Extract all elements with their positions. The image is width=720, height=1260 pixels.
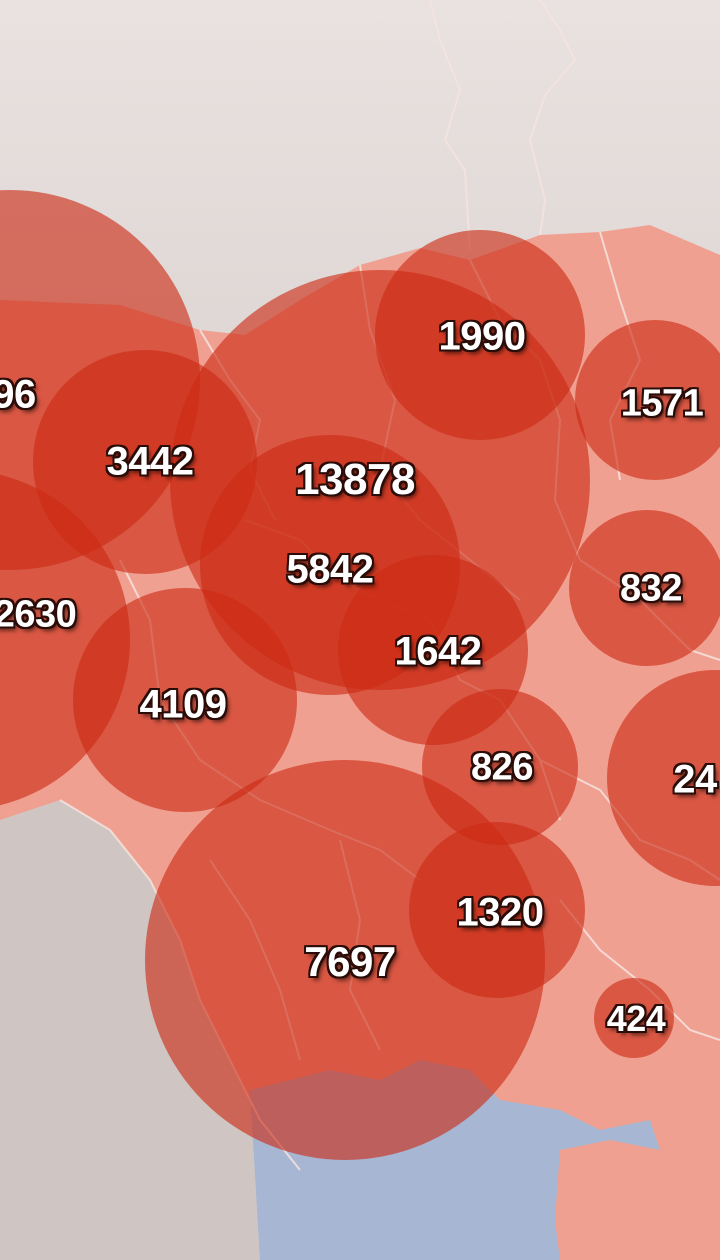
bubble-label-1990: 1990 [438, 314, 526, 359]
bubble-424 [594, 978, 674, 1058]
bubble-24 [607, 670, 720, 886]
bubble-label-1642: 1642 [394, 629, 482, 674]
crimea-land [555, 1140, 700, 1260]
bubble-832 [569, 510, 720, 666]
bubble-label-96: 96 [0, 372, 36, 417]
bubble-2630 [0, 474, 130, 806]
bubble-label-1320: 1320 [456, 890, 544, 935]
bubble-1571 [575, 320, 720, 480]
bubble-label-832: 832 [620, 567, 682, 610]
bubble-1990 [375, 230, 585, 440]
bubble-label-1571: 1571 [620, 382, 704, 425]
bubble-7697 [145, 760, 545, 1160]
bubble-label-424: 424 [606, 998, 666, 1039]
bubble-label-24: 24 [673, 757, 717, 802]
bubble-label-4109: 4109 [139, 682, 227, 727]
bubble-label-5842: 5842 [286, 547, 374, 592]
bubble-label-2630: 2630 [0, 593, 77, 636]
bubble-label-3442: 3442 [106, 439, 194, 484]
bubble-label-826: 826 [471, 746, 533, 789]
bubble-label-7697: 7697 [304, 938, 396, 985]
bubble-label-13878: 13878 [295, 455, 415, 504]
bubble-96 [0, 190, 200, 570]
bubble-layer [0, 190, 720, 1160]
